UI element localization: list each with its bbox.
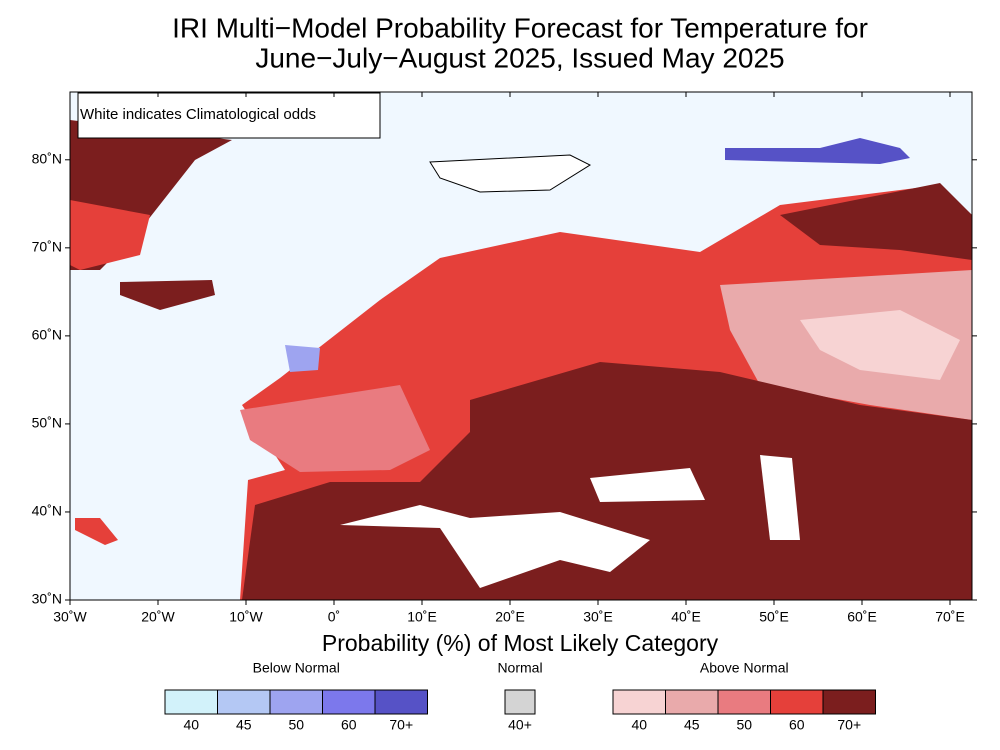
x-tick-label: 30˚E [583, 609, 613, 625]
region [70, 200, 150, 270]
legend-swatch [269, 689, 323, 715]
region [429, 154, 592, 193]
map-frame [69, 91, 973, 601]
region [780, 183, 972, 260]
legend-label: 45 [236, 717, 252, 733]
region [240, 385, 430, 472]
legend-swatch [164, 689, 218, 715]
note-box [77, 92, 381, 139]
legend-swatch [322, 689, 376, 715]
legend-label: 60 [789, 717, 805, 733]
legend-label: 40 [183, 717, 199, 733]
title-line: IRI Multi−Model Probability Forecast for… [172, 12, 868, 43]
legend-label: 60 [341, 717, 357, 733]
x-tick-label: 10˚E [407, 609, 437, 625]
x-tick-label: 20˚E [495, 609, 525, 625]
region [120, 280, 215, 310]
map [70, 92, 972, 600]
legend-swatch [822, 689, 876, 715]
y-tick-label: 70˚N [32, 239, 62, 255]
title-line: June−July−August 2025, Issued May 2025 [255, 42, 784, 73]
legend-swatch [217, 689, 271, 715]
region [800, 310, 960, 380]
x-tick-label: 60˚E [847, 609, 877, 625]
y-tick-label: 60˚N [32, 327, 62, 343]
region [75, 518, 118, 545]
y-tick-label: 30˚N [32, 591, 62, 607]
y-tick-label: 50˚N [32, 415, 62, 431]
region [285, 345, 320, 372]
legend-swatch [770, 689, 824, 715]
x-tick-label: 20˚W [141, 609, 175, 625]
legend-label: 40+ [508, 717, 532, 733]
region [760, 455, 800, 540]
legend-group: Below Normal [253, 660, 340, 676]
legend-label: 70+ [389, 717, 413, 733]
region [590, 468, 705, 502]
x-tick-label: 70˚E [935, 609, 965, 625]
x-tick-label: 40˚E [671, 609, 701, 625]
legend-swatch [717, 689, 771, 715]
y-tick-label: 80˚N [32, 150, 62, 166]
x-tick-label: 50˚E [759, 609, 789, 625]
legend-label: 45 [684, 717, 700, 733]
legend-swatch [374, 689, 428, 715]
legend-swatch [504, 689, 536, 715]
region [340, 505, 650, 588]
legend-label: 50 [288, 717, 304, 733]
legend-label: 40 [631, 717, 647, 733]
legend-label: 50 [736, 717, 752, 733]
x-tick-label: 10˚W [229, 609, 263, 625]
note: White indicates Climatological odds [80, 106, 316, 123]
legend-group: Above Normal [700, 660, 789, 676]
x-tick-label: 30˚W [53, 609, 87, 625]
legend-swatch [612, 689, 666, 715]
y-tick-label: 40˚N [32, 503, 62, 519]
x-tick-label: 0˚ [328, 609, 340, 625]
region [725, 138, 910, 164]
legend-group: Normal [497, 660, 542, 676]
legend-swatch [665, 689, 719, 715]
legend-title: Probability (%) of Most Likely Category [322, 630, 719, 656]
legend-label: 70+ [837, 717, 861, 733]
